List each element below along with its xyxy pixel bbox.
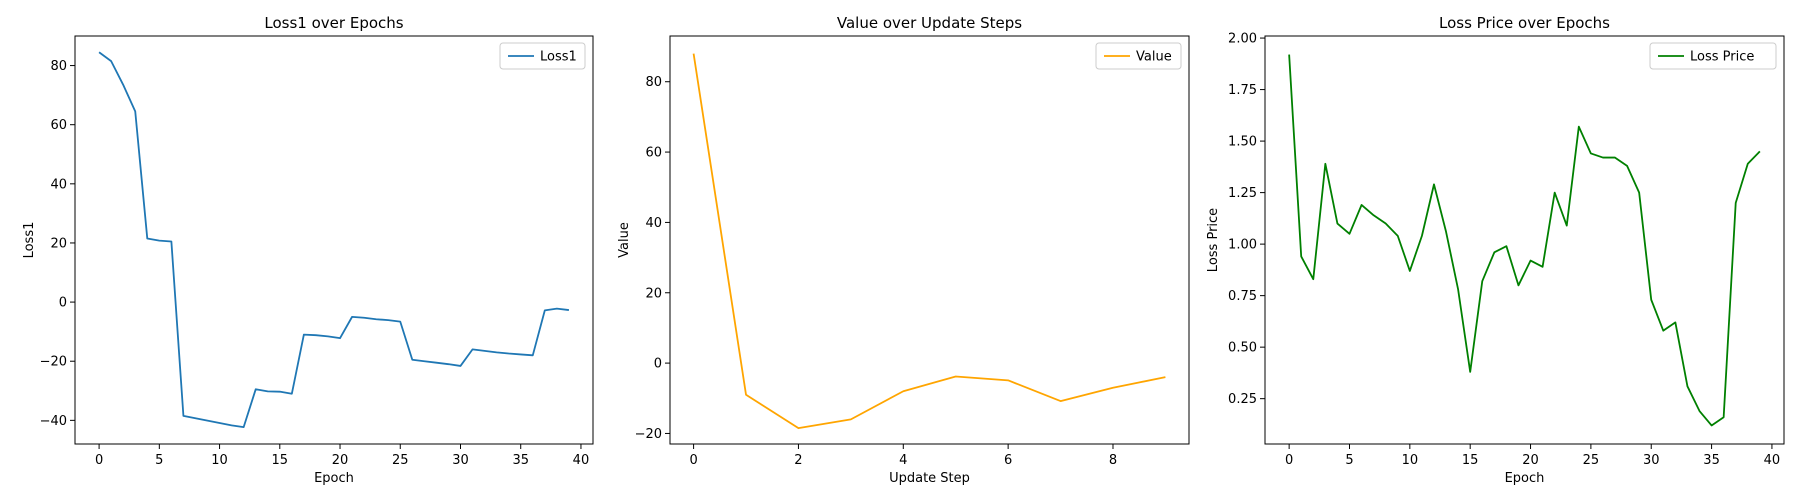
x-tick-label: 10 xyxy=(1402,453,1419,468)
legend-box xyxy=(499,42,586,70)
y-tick-label: 1.75 xyxy=(1228,83,1257,98)
series-line-loss1 xyxy=(98,51,570,429)
x-tick-label: 20 xyxy=(332,453,349,468)
y-tick-label: 1.25 xyxy=(1228,186,1257,201)
x-tick-label: 0 xyxy=(95,453,103,468)
x-tick-label: 0 xyxy=(1285,453,1293,468)
x-tick-label: 35 xyxy=(512,453,529,468)
plot-frame xyxy=(1264,35,1785,445)
x-tick-label: 5 xyxy=(155,453,163,468)
legend-label: Loss Price xyxy=(1690,50,1754,65)
y-tick-label: −20 xyxy=(40,355,67,370)
plot-frame xyxy=(74,35,594,445)
y-tick-label: 60 xyxy=(645,146,662,161)
y-tick-label: 80 xyxy=(645,75,662,90)
x-tick-label: 20 xyxy=(1522,453,1539,468)
legend-label: Loss1 xyxy=(540,50,577,65)
y-tick-label: 1.50 xyxy=(1228,135,1257,150)
y-axis-label: Loss Price xyxy=(1206,208,1221,272)
x-tick-label: 25 xyxy=(392,453,409,468)
x-axis-label: Epoch xyxy=(314,471,354,486)
y-tick-label: 0.50 xyxy=(1228,341,1257,356)
x-axis-label: Update Step xyxy=(889,471,970,486)
chart-panel-2: 0 2 4 6 8 −20 0 20 40 60 80 Value over Update Steps… xyxy=(617,14,1190,486)
y-tick-label: 80 xyxy=(50,59,67,74)
series-line-loss-price xyxy=(1288,54,1761,427)
y-tick-label: 40 xyxy=(50,177,67,192)
x-tick-label: 15 xyxy=(1462,453,1479,468)
x-tick-label: 2 xyxy=(794,453,802,468)
x-tick-label: 8 xyxy=(1109,453,1117,468)
y-tick-label: 60 xyxy=(50,118,67,133)
chart-title: Loss Price over Epochs xyxy=(1439,14,1610,32)
x-tick-label: 10 xyxy=(211,453,228,468)
y-axis-label: Loss1 xyxy=(22,222,37,259)
y-tick-label: 0.75 xyxy=(1228,289,1257,304)
chart-title: Loss1 over Epochs xyxy=(264,14,403,32)
x-axis-label: Epoch xyxy=(1505,471,1545,486)
y-tick-label: 1.00 xyxy=(1228,238,1257,253)
x-tick-label: 15 xyxy=(272,453,289,468)
y-axis-label: Value xyxy=(617,222,632,258)
x-tick-label: 0 xyxy=(689,453,697,468)
y-tick-label: −20 xyxy=(635,427,662,442)
y-tick-label: 20 xyxy=(645,286,662,301)
y-tick-label: 20 xyxy=(50,236,67,251)
legend-label: Value xyxy=(1136,50,1172,65)
series-line-value xyxy=(692,53,1166,430)
chart-title: Value over Update Steps xyxy=(837,14,1022,32)
x-tick-label: 4 xyxy=(899,453,907,468)
y-tick-label: 2.00 xyxy=(1228,32,1257,47)
x-tick-label: 6 xyxy=(1004,453,1012,468)
x-tick-label: 35 xyxy=(1703,453,1720,468)
chart-panel-3: 0 5 10 15 20 25 30 35 40 0.25 0.50 0.75 1.00 1.25 1.50… xyxy=(1206,14,1785,486)
legend-box xyxy=(1095,42,1182,70)
y-tick-label: 0 xyxy=(654,357,662,372)
x-tick-label: 5 xyxy=(1345,453,1353,468)
y-tick-label: 0.25 xyxy=(1228,392,1257,407)
x-tick-label: 40 xyxy=(573,453,590,468)
x-tick-label: 30 xyxy=(452,453,469,468)
y-tick-label: 0 xyxy=(59,296,67,311)
legend-box xyxy=(1649,42,1777,70)
x-tick-label: 30 xyxy=(1643,453,1660,468)
plot-frame xyxy=(669,35,1190,445)
x-tick-label: 40 xyxy=(1764,453,1781,468)
y-tick-label: −40 xyxy=(40,414,67,429)
x-tick-label: 25 xyxy=(1583,453,1600,468)
y-tick-label: 40 xyxy=(645,216,662,231)
chart-panel-1: 0 5 10 15 20 25 30 35 40 −40 −20 0 20 40 60 80 Loss1 ove… xyxy=(22,14,594,486)
